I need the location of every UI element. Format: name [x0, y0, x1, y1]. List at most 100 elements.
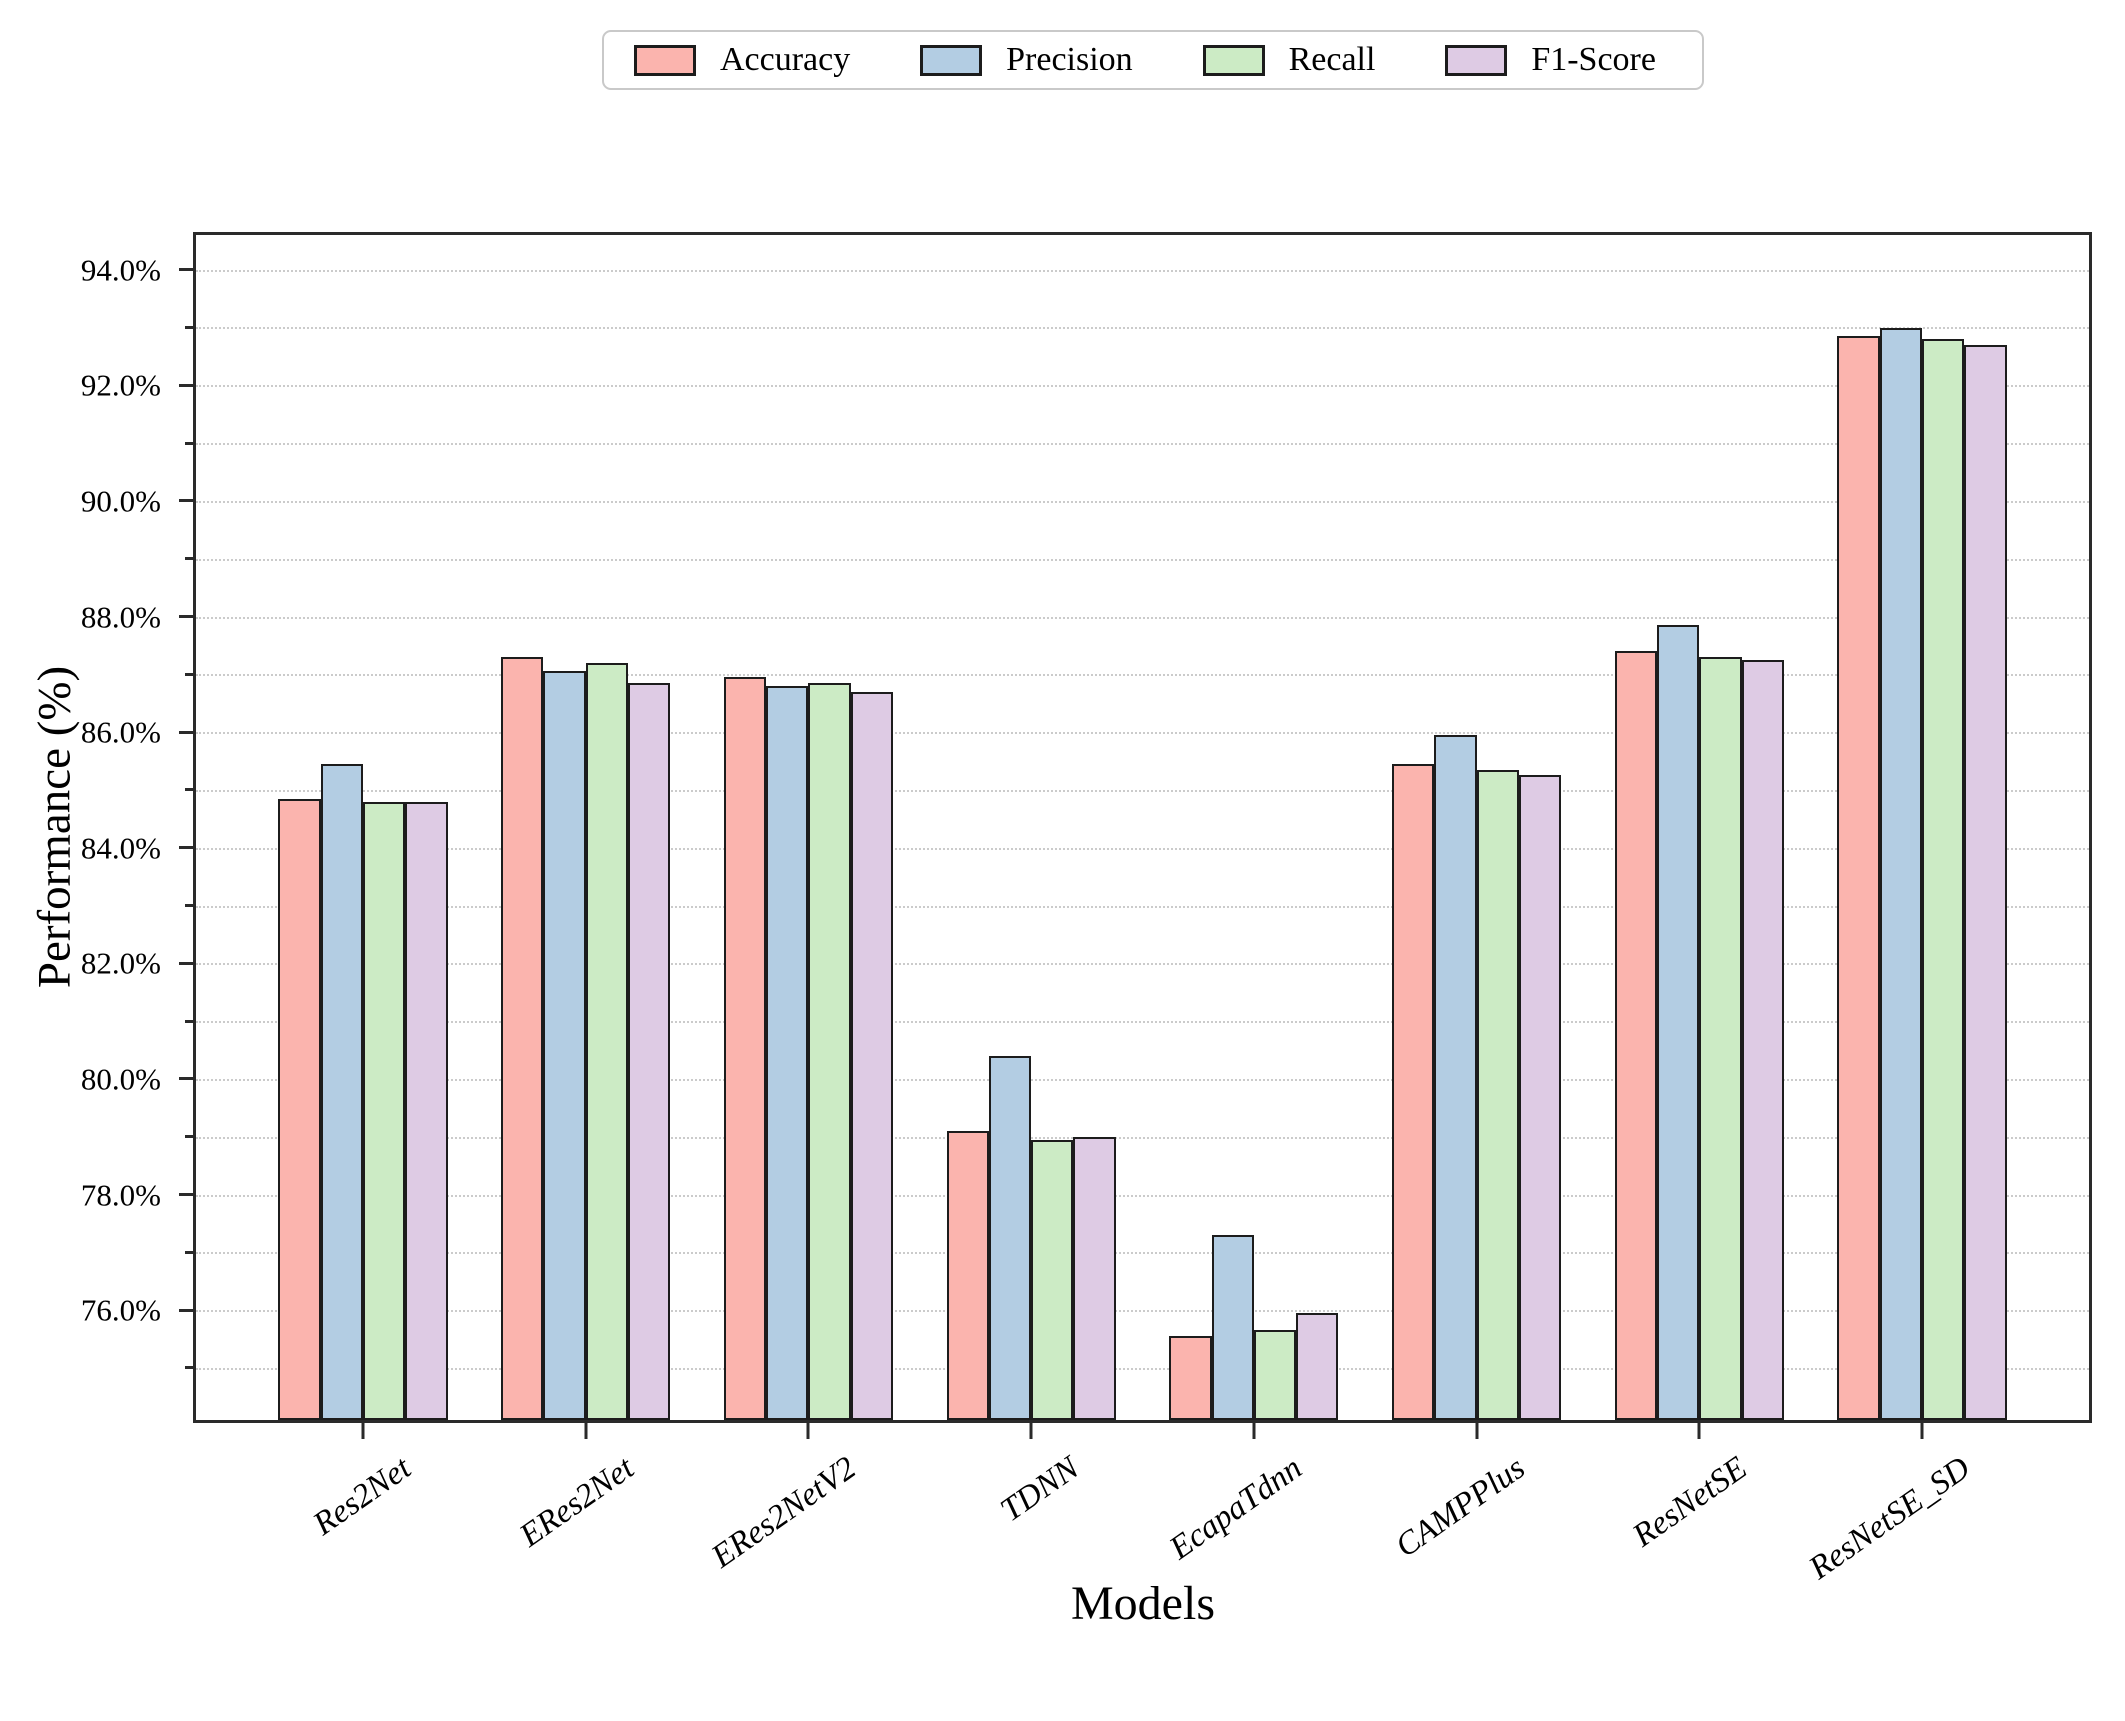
legend-swatch-f1-score — [1445, 44, 1508, 76]
y-axis-tick — [185, 325, 193, 329]
y-axis-tick-label: 92.0% — [80, 367, 161, 403]
x-axis-tick-label: ResNetSE_SD — [1802, 1450, 1977, 1587]
bar-recall-EcapaTdnn — [1253, 1330, 1297, 1420]
x-axis-tick-label: ERes2NetV2 — [705, 1450, 864, 1576]
y-axis-tick — [185, 788, 193, 792]
y-axis-tick — [185, 904, 193, 908]
gridline — [196, 1310, 2089, 1313]
y-axis-tick-label: 88.0% — [80, 599, 161, 634]
legend-item: Precision — [920, 43, 1133, 77]
x-axis-tick — [584, 1423, 588, 1439]
gridline — [196, 1021, 2089, 1024]
bar-precision-ResNetSE_SD — [1879, 327, 1922, 1420]
bar-accuracy-ResNetSE_SD — [1837, 336, 1880, 1420]
y-axis-tick-label: 78.0% — [80, 1177, 161, 1213]
x-axis-tick-label: Res2Net — [306, 1450, 418, 1543]
y-axis-tick — [179, 730, 193, 734]
gridline — [196, 1194, 2089, 1197]
bar-f1-score-CAMPPlus — [1518, 775, 1562, 1420]
legend-swatch-accuracy — [634, 44, 696, 76]
y-axis-tick-label: 84.0% — [80, 830, 161, 866]
bar-f1-score-ERes2NetV2 — [850, 691, 894, 1420]
bar-recall-ERes2NetV2 — [808, 683, 851, 1420]
legend-swatch-precision — [920, 44, 983, 76]
legend-label: Precision — [1006, 41, 1133, 78]
bar-recall-ResNetSE — [1699, 656, 1742, 1420]
bar-precision-ResNetSE — [1656, 625, 1700, 1420]
x-axis-tick-label: CAMPPlus — [1388, 1450, 1532, 1565]
x-axis-tick — [1252, 1423, 1256, 1439]
bar-f1-score-EcapaTdnn — [1296, 1313, 1339, 1420]
gridline — [196, 385, 2089, 388]
legend-label: Recall — [1288, 41, 1376, 78]
x-axis-tick — [1697, 1423, 1701, 1439]
y-axis-label: Performance (%) — [28, 665, 81, 989]
y-axis-tick — [185, 1366, 193, 1370]
legend-label: Accuracy — [720, 41, 851, 78]
bar-accuracy-CAMPPlus — [1391, 763, 1435, 1420]
gridline — [196, 789, 2089, 792]
bar-recall-ResNetSE_SD — [1921, 339, 1965, 1420]
gridline — [196, 674, 2089, 677]
y-axis-tick — [185, 441, 193, 445]
plot-area: 76.0% 78.0% 80.0% 82.0% 84.0% 86.0% 88.0% 90.0%… — [81, 232, 2092, 1587]
bar-precision-EcapaTdnn — [1211, 1235, 1254, 1420]
legend-item: Recall — [1202, 41, 1376, 78]
y-axis-tick — [185, 557, 193, 561]
x-axis-tick-label: ERes2Net — [513, 1450, 641, 1555]
gridline — [196, 500, 2089, 503]
bar-accuracy-TDNN — [946, 1130, 989, 1420]
gridline — [196, 558, 2089, 561]
bar-recall-CAMPPlus — [1476, 769, 1519, 1420]
y-axis-tick-label: 80.0% — [80, 1061, 161, 1097]
bar-precision-CAMPPlus — [1434, 735, 1477, 1420]
plot-inner: 76.0% 78.0% 80.0% 82.0% 84.0% 86.0% 88.0% 90.0%… — [81, 235, 2089, 1587]
y-axis-tick — [179, 1308, 193, 1312]
x-axis-tick — [806, 1423, 810, 1439]
gridline — [196, 616, 2089, 619]
legend-swatch-recall — [1202, 44, 1265, 76]
legend: Accuracy Precision Recall F1-Score — [602, 30, 1704, 90]
y-axis-tick — [179, 268, 193, 272]
x-axis-tick — [1029, 1423, 1033, 1439]
gridline — [196, 1136, 2089, 1139]
x-axis-tick — [361, 1423, 365, 1439]
y-axis-tick-label: 76.0% — [80, 1292, 161, 1328]
legend-item: F1-Score — [1445, 43, 1656, 77]
y-axis-tick — [185, 672, 193, 676]
bar-f1-score-TDNN — [1073, 1136, 1116, 1420]
bar-f1-score-ResNetSE — [1741, 659, 1784, 1420]
x-axis-label: Models — [1071, 1577, 1215, 1630]
gridline — [196, 905, 2089, 908]
bar-accuracy-ResNetSE — [1614, 651, 1657, 1420]
bar-accuracy-Res2Net — [278, 798, 321, 1420]
gridline — [196, 963, 2089, 966]
y-axis-tick — [185, 1250, 193, 1254]
bar-precision-Res2Net — [320, 763, 364, 1420]
bar-recall-ERes2Net — [585, 662, 629, 1420]
bar-precision-TDNN — [988, 1055, 1032, 1420]
bar-accuracy-ERes2Net — [501, 656, 544, 1420]
x-axis-tick-label: TDNN — [994, 1450, 1086, 1529]
bar-accuracy-EcapaTdnn — [1169, 1336, 1212, 1420]
x-axis-tick — [1475, 1423, 1479, 1439]
y-axis-tick — [185, 1135, 193, 1139]
y-axis-tick-label: 90.0% — [80, 483, 161, 519]
x-axis-tick — [1920, 1423, 1924, 1439]
bar-recall-TDNN — [1031, 1139, 1074, 1420]
gridline — [196, 732, 2089, 735]
legend-item: Accuracy — [634, 43, 850, 77]
gridline — [196, 443, 2089, 446]
y-axis-tick — [185, 1019, 193, 1023]
y-axis-tick — [179, 1193, 193, 1197]
bar-precision-ERes2Net — [543, 671, 586, 1420]
x-axis-tick-label: EcapaTdnn — [1163, 1450, 1309, 1567]
gridline — [196, 269, 2089, 272]
bar-accuracy-ERes2NetV2 — [723, 677, 767, 1420]
bar-f1-score-ResNetSE_SD — [1964, 344, 2007, 1420]
bar-recall-Res2Net — [363, 801, 406, 1420]
y-axis-tick — [179, 615, 193, 618]
y-axis-tick — [179, 961, 193, 965]
x-axis-tick-label: ResNetSE — [1626, 1450, 1754, 1555]
y-axis-tick-label: 94.0% — [80, 252, 161, 288]
